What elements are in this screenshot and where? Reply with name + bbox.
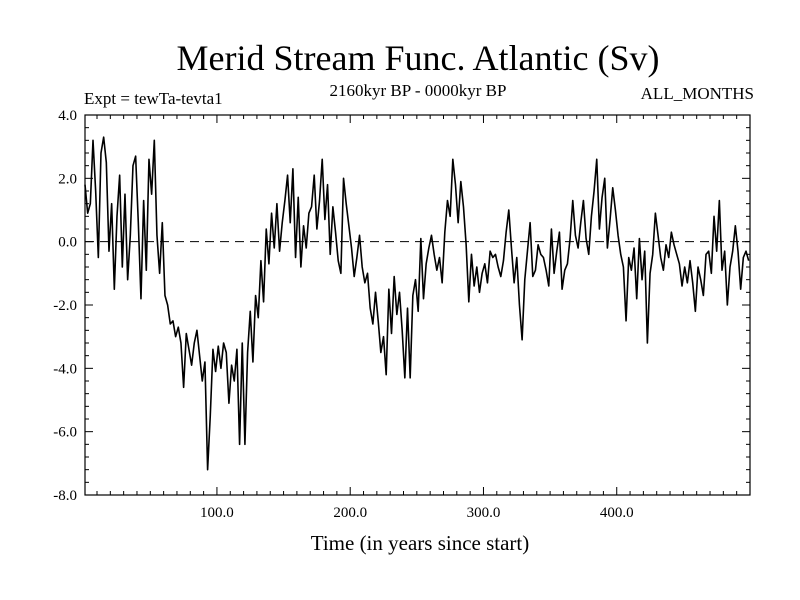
y-tick-label: -2.0 (53, 298, 77, 314)
y-tick-label: -4.0 (53, 361, 77, 377)
y-tick-label: -8.0 (53, 488, 77, 504)
y-tick-label: 0.0 (58, 235, 77, 251)
x-tick-label: 200.0 (333, 505, 367, 521)
y-tick-label: 4.0 (58, 108, 77, 124)
plot-area: 100.0 200.0 300.0 400.0 4.0 2.0 0.0 -2.0 -4.0 -6.… (53, 108, 751, 521)
experiment-annotation: Expt = tewTa-tevta1 (84, 89, 223, 108)
x-axis-label: Time (in years since start) (311, 531, 530, 555)
data-series-line (84, 136, 750, 471)
x-tick-label: 300.0 (467, 505, 501, 521)
y-tick-label: 2.0 (58, 171, 77, 187)
months-annotation: ALL_MONTHS (641, 84, 754, 103)
y-tick-label: -6.0 (53, 425, 77, 441)
x-tick-label: 100.0 (200, 505, 234, 521)
chart-title: Merid Stream Func. Atlantic (Sv) (177, 38, 660, 78)
x-tick-label: 400.0 (600, 505, 634, 521)
chart-subtitle: 2160kyr BP - 0000kyr BP (330, 81, 507, 100)
